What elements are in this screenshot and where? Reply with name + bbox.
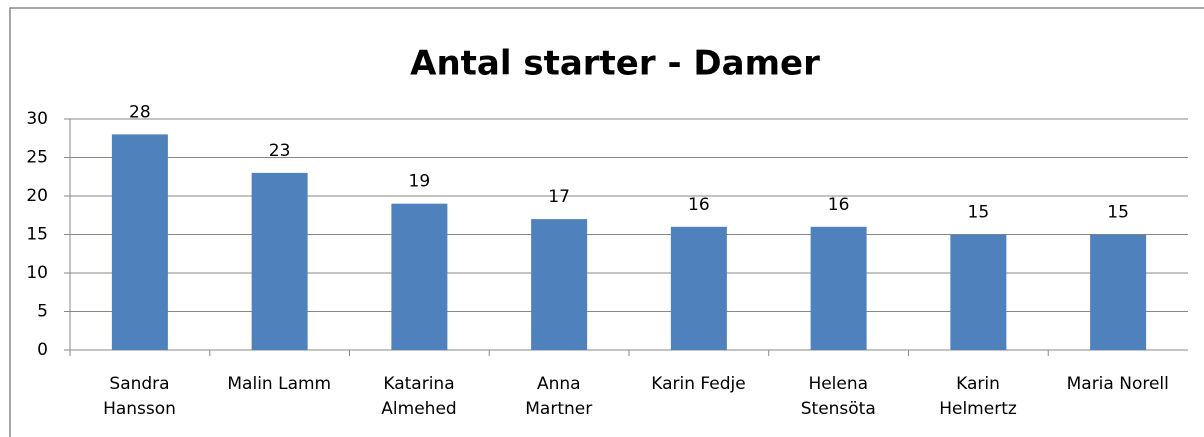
bar [810,226,867,350]
bar [670,226,727,350]
bar [251,172,308,350]
y-tick-label: 15 [26,225,48,245]
data-label: 15 [968,203,990,223]
data-label: 16 [828,195,850,215]
x-tick-label: Helena Stensöta [800,374,876,419]
bar [391,203,448,350]
chart-border [9,7,1204,437]
data-label: 15 [1107,203,1129,223]
y-tick-label: 25 [26,148,48,168]
x-tick-label: Maria Norell [1066,374,1169,394]
y-tick-label: 30 [26,109,48,129]
x-tick-label: Malin Lamm [227,374,332,394]
y-tick-label: 5 [37,302,48,322]
bar [531,219,588,350]
data-label: 19 [409,172,431,192]
bar [950,234,1007,350]
data-label: 16 [688,195,710,215]
y-tick-label: 10 [26,263,48,283]
bar [1090,234,1147,350]
y-tick-label: 0 [37,340,48,360]
bar [111,134,168,350]
x-tick-label: Katarina Almehed [381,374,457,419]
y-tick-label: 20 [26,186,48,206]
x-tick-label: Anna Martner [525,374,593,419]
data-label: 28 [129,102,151,122]
x-tick-label: Karin Helmertz [939,374,1017,419]
data-label: 23 [269,141,291,161]
data-label: 17 [548,187,570,207]
x-tick-label: Sandra Hansson [103,374,176,419]
chart-title: Antal starter - Damer [410,44,820,84]
x-tick-label: Karin Fedje [651,374,746,394]
